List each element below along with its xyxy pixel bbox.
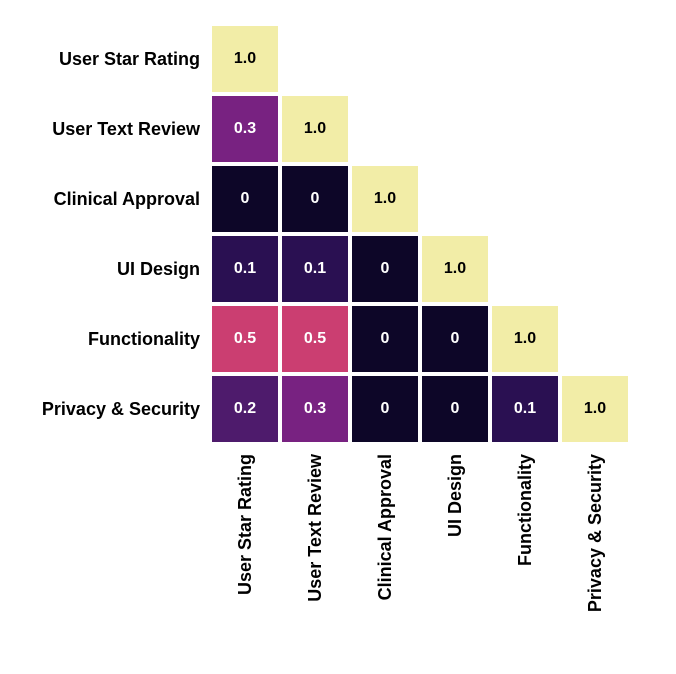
heatmap-cell: 0.1 — [490, 374, 560, 444]
heatmap-row: 1.0 — [210, 24, 630, 94]
correlation-heatmap: User Star RatingUser Text ReviewClinical… — [0, 0, 676, 674]
row-label: User Text Review — [0, 94, 210, 164]
column-label: User Star Rating — [210, 448, 280, 612]
heatmap-cell: 0 — [350, 304, 420, 374]
column-label: Privacy & Security — [560, 448, 630, 612]
heatmap-cell-empty — [420, 24, 490, 94]
heatmap-cell: 0.1 — [210, 234, 280, 304]
row-label: UI Design — [0, 234, 210, 304]
heatmap-cell: 1.0 — [490, 304, 560, 374]
heatmap-cell: 1.0 — [280, 94, 350, 164]
heatmap-cell: 1.0 — [350, 164, 420, 234]
heatmap-cell: 0 — [350, 234, 420, 304]
heatmap-cell: 0 — [210, 164, 280, 234]
heatmap-cell: 1.0 — [560, 374, 630, 444]
heatmap-cell: 0.3 — [210, 94, 280, 164]
column-label: UI Design — [420, 448, 490, 612]
heatmap-cell: 0.2 — [210, 374, 280, 444]
heatmap-cell-empty — [490, 94, 560, 164]
column-label-text: UI Design — [445, 454, 466, 537]
heatmap-row: 0.20.3000.11.0 — [210, 374, 630, 444]
heatmap-cell-empty — [490, 164, 560, 234]
row-label: Functionality — [0, 304, 210, 374]
heatmap-row: 001.0 — [210, 164, 630, 234]
heatmap-cell-empty — [350, 94, 420, 164]
row-labels-container: User Star RatingUser Text ReviewClinical… — [0, 24, 210, 444]
heatmap-cell-empty — [350, 24, 420, 94]
heatmap-cell: 1.0 — [420, 234, 490, 304]
heatmap-row: 0.31.0 — [210, 94, 630, 164]
heatmap-cell-empty — [560, 164, 630, 234]
heatmap-cell: 0.5 — [280, 304, 350, 374]
heatmap-cell-empty — [560, 24, 630, 94]
heatmap-grid: 1.00.31.0001.00.10.101.00.50.5001.00.20.… — [210, 24, 630, 444]
column-label-text: User Text Review — [305, 454, 326, 602]
heatmap-cell-empty — [280, 24, 350, 94]
heatmap-cell: 0 — [280, 164, 350, 234]
column-label-text: Privacy & Security — [585, 454, 606, 612]
heatmap-cell: 0.5 — [210, 304, 280, 374]
heatmap-cell: 0.1 — [280, 234, 350, 304]
heatmap-cell-empty — [490, 24, 560, 94]
column-label: User Text Review — [280, 448, 350, 612]
heatmap-cell: 0.3 — [280, 374, 350, 444]
column-label: Functionality — [490, 448, 560, 612]
heatmap-cell-empty — [560, 304, 630, 374]
row-label: User Star Rating — [0, 24, 210, 94]
heatmap-cell: 0 — [420, 374, 490, 444]
heatmap-cell-empty — [420, 94, 490, 164]
column-labels-container: User Star Rating User Text Review Clinical… — [210, 448, 630, 612]
heatmap-row: 0.10.101.0 — [210, 234, 630, 304]
column-label-text: User Star Rating — [235, 454, 256, 595]
heatmap-cell-empty — [560, 234, 630, 304]
column-label-text: Clinical Approval — [375, 454, 396, 600]
column-label-text: Functionality — [515, 454, 536, 566]
row-label: Clinical Approval — [0, 164, 210, 234]
row-label: Privacy & Security — [0, 374, 210, 444]
heatmap-cell: 1.0 — [210, 24, 280, 94]
heatmap-cell-empty — [420, 164, 490, 234]
heatmap-cell: 0 — [350, 374, 420, 444]
heatmap-cell-empty — [490, 234, 560, 304]
heatmap-cell-empty — [560, 94, 630, 164]
heatmap-cell: 0 — [420, 304, 490, 374]
heatmap-row: 0.50.5001.0 — [210, 304, 630, 374]
column-label: Clinical Approval — [350, 448, 420, 612]
